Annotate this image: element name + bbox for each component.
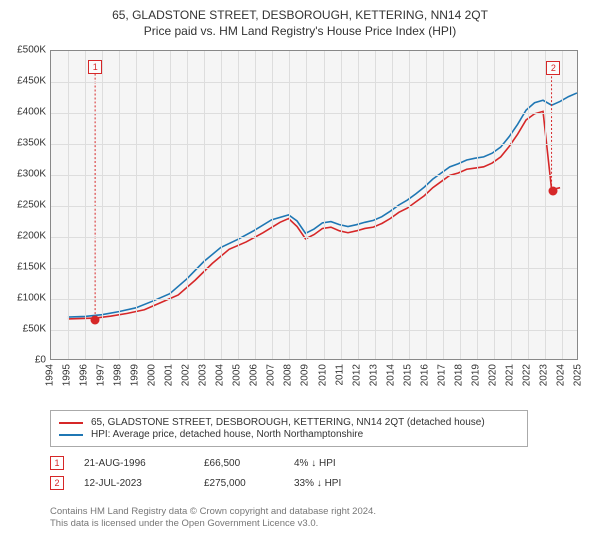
x-tick-label: 1998 [113,364,124,386]
event-price: £66,500 [204,458,274,469]
x-tick-label: 1997 [96,364,107,386]
x-tick-label: 2012 [351,364,362,386]
x-tick-label: 2017 [436,364,447,386]
series-line [68,111,560,319]
event-delta: 4% ↓ HPI [294,458,336,469]
legend-label: HPI: Average price, detached house, Nort… [91,429,363,440]
x-tick-label: 2024 [555,364,566,386]
x-tick-label: 2019 [470,364,481,386]
x-tick-label: 2016 [419,364,430,386]
y-tick-label: £250K [2,200,46,211]
event-marker: 2 [50,476,64,490]
event-list: 1 21-AUG-1996 £66,500 4% ↓ HPI 2 12-JUL-2023 £… [50,456,341,496]
legend-row: 65, GLADSTONE STREET, DESBOROUGH, KETTER… [59,417,519,428]
y-tick-label: £300K [2,169,46,180]
legend-swatch [59,434,83,436]
x-tick-label: 2008 [283,364,294,386]
attribution-text: Contains HM Land Registry data © Crown c… [50,506,376,531]
x-tick-label: 1994 [45,364,56,386]
x-tick-label: 1996 [79,364,90,386]
x-tick-label: 2010 [317,364,328,386]
event-date: 12-JUL-2023 [84,478,184,489]
title-block: 65, GLADSTONE STREET, DESBOROUGH, KETTER… [0,0,600,38]
y-tick-label: £350K [2,138,46,149]
event-row: 1 21-AUG-1996 £66,500 4% ↓ HPI [50,456,341,470]
attribution-line1: Contains HM Land Registry data © Crown c… [50,506,376,518]
chart-lines [51,51,577,359]
legend-row: HPI: Average price, detached house, Nort… [59,429,519,440]
y-tick-label: £150K [2,262,46,273]
x-tick-label: 2007 [266,364,277,386]
x-tick-label: 2022 [521,364,532,386]
x-tick-label: 2015 [402,364,413,386]
x-tick-label: 2023 [538,364,549,386]
x-tick-label: 2004 [215,364,226,386]
x-tick-label: 2002 [181,364,192,386]
marker-dot [549,186,558,195]
x-tick-label: 2011 [334,364,345,386]
chart-title-line2: Price paid vs. HM Land Registry's House … [0,24,600,38]
x-tick-label: 2020 [487,364,498,386]
x-axis-labels: 1994199519961997199819992000200120022003… [50,364,578,404]
y-tick-label: £500K [2,45,46,56]
x-tick-label: 1995 [62,364,73,386]
x-tick-label: 2018 [453,364,464,386]
y-tick-label: £450K [2,76,46,87]
x-tick-label: 2006 [249,364,260,386]
y-tick-label: £0 [2,355,46,366]
x-tick-label: 2025 [573,364,584,386]
y-axis-labels: £0£50K£100K£150K£200K£250K£300K£350K£400… [0,50,46,360]
y-tick-label: £200K [2,231,46,242]
x-tick-label: 1999 [130,364,141,386]
y-tick-label: £50K [2,324,46,335]
y-tick-label: £400K [2,107,46,118]
x-tick-label: 2001 [164,364,175,386]
x-tick-label: 2000 [147,364,158,386]
x-tick-label: 2021 [504,364,515,386]
x-tick-label: 2005 [232,364,243,386]
event-delta: 33% ↓ HPI [294,478,341,489]
x-tick-label: 2009 [300,364,311,386]
legend-swatch [59,422,83,424]
legend-label: 65, GLADSTONE STREET, DESBOROUGH, KETTER… [91,417,485,428]
figure: 65, GLADSTONE STREET, DESBOROUGH, KETTER… [0,0,600,560]
event-date: 21-AUG-1996 [84,458,184,469]
series-line [68,93,577,317]
marker-label: 2 [546,61,560,75]
marker-label: 1 [88,60,102,74]
chart-title-line1: 65, GLADSTONE STREET, DESBOROUGH, KETTER… [0,8,600,22]
y-tick-label: £100K [2,293,46,304]
legend: 65, GLADSTONE STREET, DESBOROUGH, KETTER… [50,410,528,447]
x-tick-label: 2003 [198,364,209,386]
event-price: £275,000 [204,478,274,489]
event-marker: 1 [50,456,64,470]
attribution-line2: This data is licensed under the Open Gov… [50,518,376,530]
marker-dot [91,315,100,324]
event-row: 2 12-JUL-2023 £275,000 33% ↓ HPI [50,476,341,490]
plot-area: 12 [50,50,578,360]
x-tick-label: 2014 [385,364,396,386]
x-tick-label: 2013 [368,364,379,386]
